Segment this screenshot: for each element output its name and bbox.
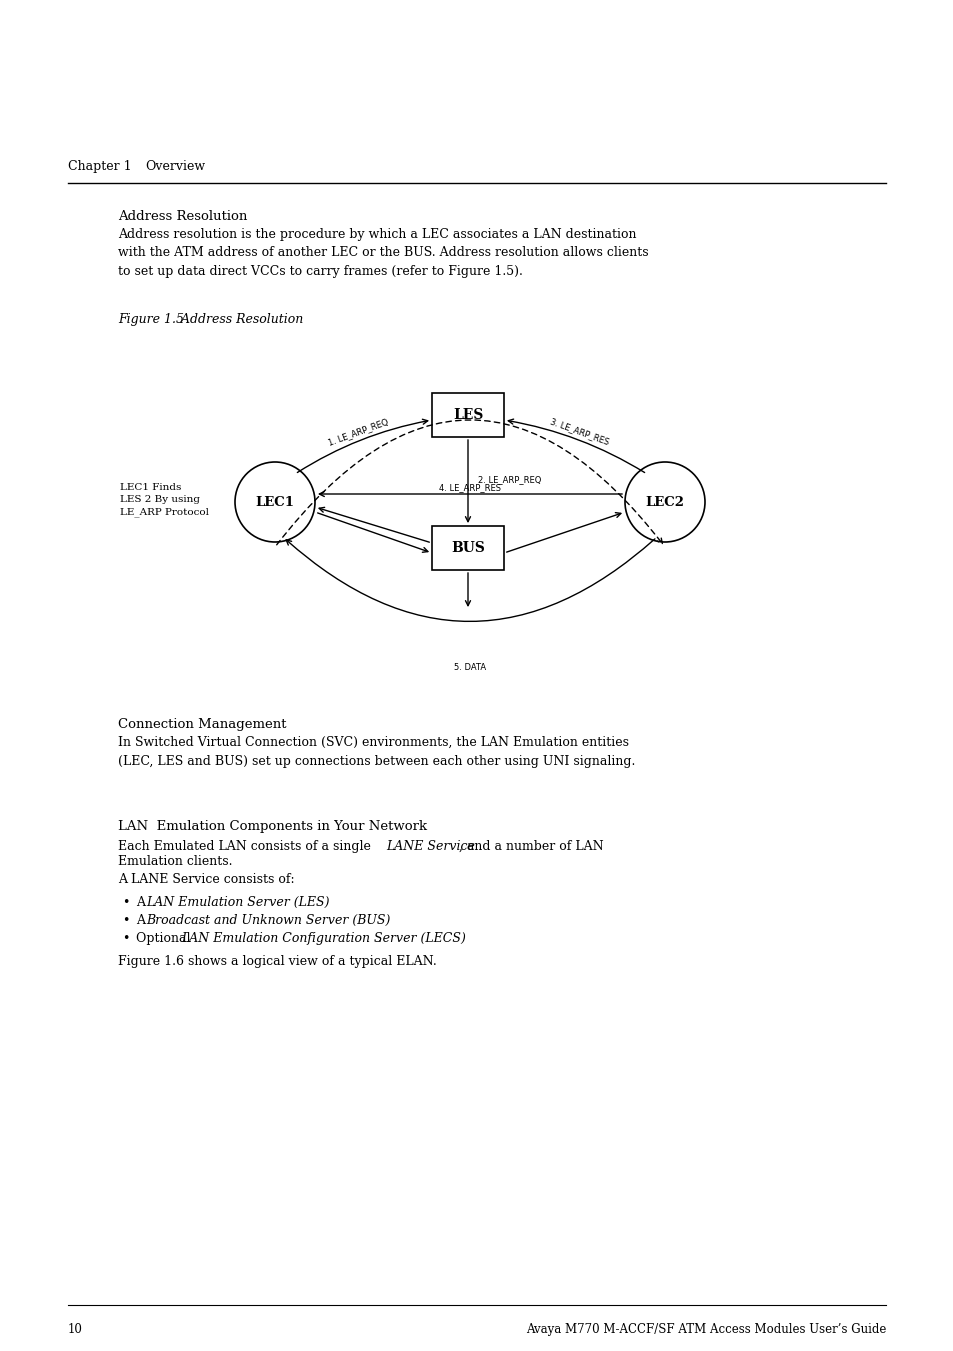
Text: LEC1 Finds
LES 2 By using
LE_ARP Protocol: LEC1 Finds LES 2 By using LE_ARP Protoco… bbox=[120, 484, 209, 516]
Text: LAN Emulation Server (LES): LAN Emulation Server (LES) bbox=[146, 896, 329, 909]
Text: LAN  Emulation Components in Your Network: LAN Emulation Components in Your Network bbox=[118, 820, 427, 834]
FancyArrowPatch shape bbox=[297, 419, 427, 473]
Text: 3. LE_ARP_RES: 3. LE_ARP_RES bbox=[549, 417, 610, 447]
Text: Chapter 1: Chapter 1 bbox=[68, 159, 132, 173]
FancyArrowPatch shape bbox=[465, 440, 470, 521]
Text: LES: LES bbox=[453, 408, 482, 422]
Text: Address Resolution: Address Resolution bbox=[165, 313, 303, 326]
FancyArrowPatch shape bbox=[319, 492, 621, 497]
Text: A LANE Service consists of:: A LANE Service consists of: bbox=[118, 873, 294, 886]
Text: 2. LE_ARP_REQ: 2. LE_ARP_REQ bbox=[477, 476, 540, 485]
Text: Each Emulated LAN consists of a single ​LANE Service​, and a number of LAN: Each Emulated LAN consists of a single ​… bbox=[118, 840, 608, 852]
FancyArrowPatch shape bbox=[506, 512, 620, 553]
Circle shape bbox=[234, 462, 314, 542]
Text: •: • bbox=[122, 932, 130, 944]
Text: In Switched Virtual Connection (SVC) environments, the LAN Emulation entities
(L: In Switched Virtual Connection (SVC) env… bbox=[118, 736, 635, 767]
Text: LANE Service: LANE Service bbox=[386, 840, 475, 852]
Text: Emulation clients.: Emulation clients. bbox=[118, 855, 233, 867]
FancyArrowPatch shape bbox=[286, 539, 655, 621]
Circle shape bbox=[624, 462, 704, 542]
Bar bbox=[432, 393, 503, 436]
Text: Address Resolution: Address Resolution bbox=[118, 209, 247, 223]
Text: A: A bbox=[136, 896, 149, 909]
Text: Each Emulated LAN consists of a single: Each Emulated LAN consists of a single bbox=[118, 840, 375, 852]
Text: Each Emulated LAN consists of a single: Each Emulated LAN consists of a single bbox=[118, 840, 375, 852]
Text: , and a number of LAN: , and a number of LAN bbox=[458, 840, 603, 852]
Text: •: • bbox=[122, 896, 130, 909]
Text: LEC2: LEC2 bbox=[645, 496, 684, 508]
Text: Figure 1.5: Figure 1.5 bbox=[118, 313, 184, 326]
FancyArrowPatch shape bbox=[319, 508, 429, 542]
Text: Figure 1.6 shows a logical view of a typical ELAN.: Figure 1.6 shows a logical view of a typ… bbox=[118, 955, 436, 969]
Text: LAN Emulation Configuration Server (LECS): LAN Emulation Configuration Server (LECS… bbox=[181, 932, 465, 944]
FancyArrowPatch shape bbox=[276, 420, 661, 544]
Text: .: . bbox=[377, 932, 381, 944]
Text: 10: 10 bbox=[68, 1323, 83, 1336]
FancyArrowPatch shape bbox=[465, 573, 470, 605]
Bar bbox=[432, 526, 503, 570]
Text: BUS: BUS bbox=[451, 540, 484, 555]
Text: 4. LE_ARP_RES: 4. LE_ARP_RES bbox=[438, 484, 500, 493]
Text: Address resolution is the procedure by which a LEC associates a LAN destination
: Address resolution is the procedure by w… bbox=[118, 228, 648, 278]
Text: Broadcast and Unknown Server (BUS): Broadcast and Unknown Server (BUS) bbox=[146, 915, 390, 927]
Text: 5. DATA: 5. DATA bbox=[454, 663, 485, 673]
Text: •: • bbox=[122, 915, 130, 927]
Text: Avaya M770 M-ACCF/SF ATM Access Modules User’s Guide: Avaya M770 M-ACCF/SF ATM Access Modules … bbox=[525, 1323, 885, 1336]
Text: LEC1: LEC1 bbox=[255, 496, 294, 508]
Text: 1. LE_ARP_REQ: 1. LE_ARP_REQ bbox=[326, 417, 389, 447]
Text: A: A bbox=[136, 915, 149, 927]
Text: Connection Management: Connection Management bbox=[118, 717, 286, 731]
FancyArrowPatch shape bbox=[508, 419, 644, 473]
Text: Overview: Overview bbox=[145, 159, 205, 173]
Text: Optional: Optional bbox=[136, 932, 194, 944]
FancyArrowPatch shape bbox=[317, 513, 428, 553]
